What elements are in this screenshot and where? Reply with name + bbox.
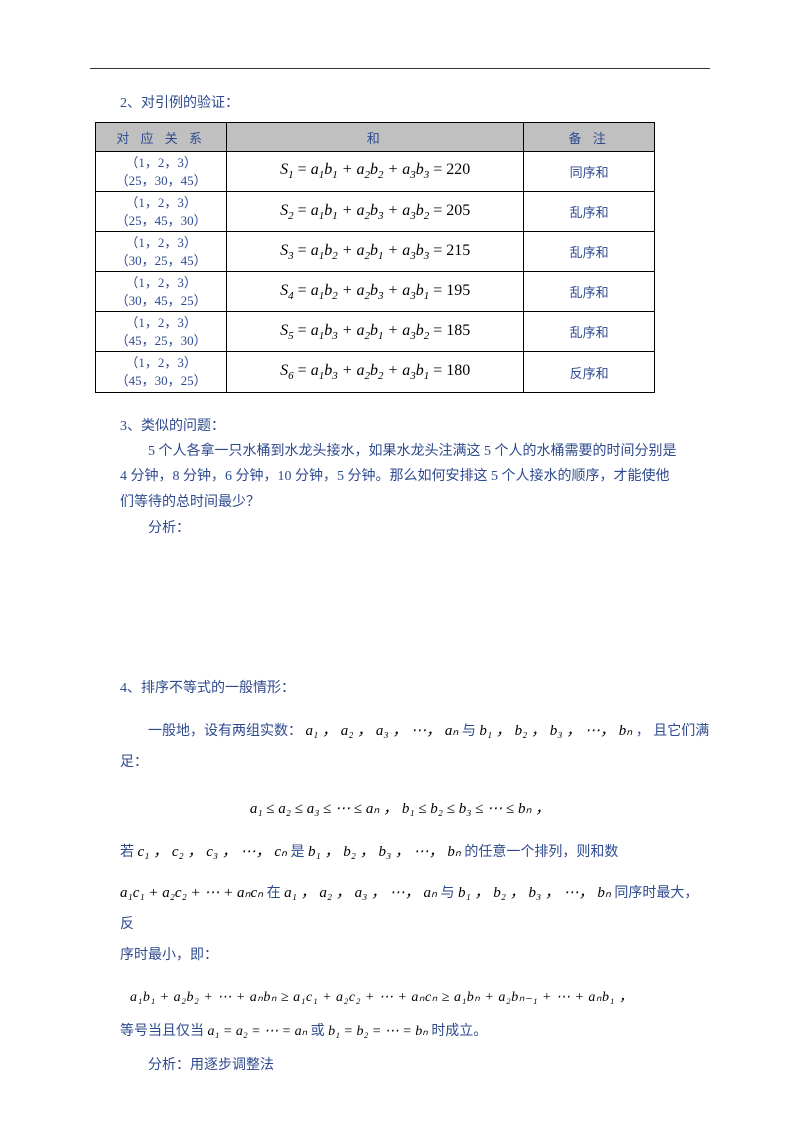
section-3-analysis: 分析： — [120, 516, 710, 542]
a-sequence: a₁ ， a₂ ， a₃ ， ⋯， aₙ — [306, 723, 459, 739]
section-4-sum-line: a₁c₁ + a₂c₂ + ⋯ + aₙcₙ 在 a₁ ， a₂ ， a₃ ， … — [120, 877, 710, 941]
cell-note: 乱序和 — [524, 192, 655, 232]
page: 2、对引例的验证： 对 应 关 系 和 备 注 （1，2，3）（25，30，45… — [0, 0, 800, 1132]
cell-tuples: （1，2，3）（25，45，30） — [96, 192, 227, 232]
cell-tuples: （1，2，3）（25，30，45） — [96, 152, 227, 192]
section-4-sum-line2: 序时最小，即： — [120, 941, 710, 972]
cell-note: 乱序和 — [524, 312, 655, 352]
cell-tuples: （1，2，3）（45，25，30） — [96, 312, 227, 352]
section-3-title: 3、类似的问题： — [120, 415, 710, 435]
equality-condition: 等号当且仅当 a₁ = a₂ = ⋯ = aₙ 或 b₁ = b₂ = ⋯ = … — [120, 1020, 710, 1040]
cell-sum: S3 = a1b2 + a2b1 + a3b3 = 215 — [227, 232, 524, 272]
cell-tuples: （1，2，3）（30，25，45） — [96, 232, 227, 272]
cell-sum: S2 = a1b1 + a2b3 + a3b2 = 205 — [227, 192, 524, 232]
table-row: （1，2，3）（45，25，30）S5 = a1b3 + a2b1 + a3b2… — [96, 312, 655, 352]
verification-table: 对 应 关 系 和 备 注 （1，2，3）（25，30，45）S1 = a1b1… — [95, 122, 655, 393]
table-row: （1，2，3）（30，25，45）S3 = a1b2 + a2b1 + a3b3… — [96, 232, 655, 272]
main-inequality: a₁b₁ + a₂b₂ + ⋯ + aₙbₙ ≥ a₁c₁ + a₂c₂ + ⋯… — [130, 986, 710, 1006]
cell-note: 乱序和 — [524, 232, 655, 272]
cell-sum: S5 = a1b3 + a2b1 + a3b2 = 185 — [227, 312, 524, 352]
table-row: （1，2，3）（25，30，45）S1 = a1b1 + a2b2 + a3b3… — [96, 152, 655, 192]
top-divider — [90, 68, 710, 69]
section-2-title: 2、对引例的验证： — [120, 92, 710, 112]
th-sum: 和 — [227, 123, 524, 152]
th-note: 备 注 — [524, 123, 655, 152]
cell-tuples: （1，2，3）（30，45，25） — [96, 272, 227, 312]
section-4-analysis: 分析：用逐步调整法 — [120, 1054, 710, 1074]
table-row: （1，2，3）（30，45，25）S4 = a1b2 + a2b3 + a3b1… — [96, 272, 655, 312]
cell-note: 反序和 — [524, 352, 655, 392]
b-sequence: b₁ ， b₂ ， b₃ ， ⋯， bₙ — [479, 723, 632, 739]
section-4-line1: 一般地，设有两组实数： a₁ ， a₂ ， a₃ ， ⋯， aₙ 与 b₁ ， … — [120, 715, 710, 779]
section-3-line1: 5 个人各拿一只水桶到水龙头接水，如果水龙头注满这 5 个人的水桶需要的时间分别… — [120, 439, 710, 465]
section-4-title: 4、排序不等式的一般情形： — [120, 677, 710, 697]
table-row: （1，2，3）（45，30，25）S6 = a1b3 + a2b2 + a3b1… — [96, 352, 655, 392]
cell-note: 乱序和 — [524, 272, 655, 312]
cell-sum: S4 = a1b2 + a2b3 + a3b1 = 195 — [227, 272, 524, 312]
section-3-line3: 们等待的总时间最少？ — [120, 490, 710, 516]
cell-note: 同序和 — [524, 152, 655, 192]
th-relation: 对 应 关 系 — [96, 123, 227, 152]
table-header-row: 对 应 关 系 和 备 注 — [96, 123, 655, 152]
cell-tuples: （1，2，3）（45，30，25） — [96, 352, 227, 392]
ordering-inequality: a₁ ≤ a₂ ≤ a₃ ≤ ⋯ ≤ aₙ ， b₁ ≤ b₂ ≤ b₃ ≤ ⋯… — [90, 797, 710, 818]
section-4-c-line: 若 c₁ ， c₂ ， c₃ ， ⋯， cₙ 是 b₁ ， b₂ ， b₃ ， … — [120, 836, 710, 869]
cell-sum: S1 = a1b1 + a2b2 + a3b3 = 220 — [227, 152, 524, 192]
cell-sum: S6 = a1b3 + a2b2 + a3b1 = 180 — [227, 352, 524, 392]
table-row: （1，2，3）（25，45，30）S2 = a1b1 + a2b3 + a3b2… — [96, 192, 655, 232]
section-3-line2: 4 分钟，8 分钟，6 分钟，10 分钟，5 分钟。那么如何安排这 5 个人接水… — [120, 464, 710, 490]
